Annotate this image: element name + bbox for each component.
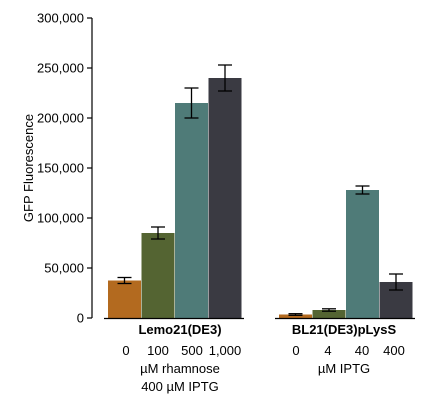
- category-label: 4: [324, 343, 331, 358]
- category-label: 100: [147, 343, 169, 358]
- y-tick-label: 250,000: [37, 61, 84, 76]
- y-axis-label: GFP Fluorescence: [21, 114, 36, 222]
- y-tick-label: 200,000: [37, 111, 84, 126]
- category-label: 500: [181, 343, 203, 358]
- y-tick-label: 100,000: [37, 211, 84, 226]
- bar: [312, 310, 346, 318]
- y-tick-label: 0: [77, 311, 84, 326]
- y-tick-label: 300,000: [37, 11, 84, 26]
- category-label: 1,000: [209, 343, 242, 358]
- y-axis: 0 50,000 100,000 150,000 200,000 250,000 300,0…: [37, 11, 93, 326]
- y-tick-label: 50,000: [44, 261, 84, 276]
- bar: [141, 233, 175, 318]
- condition-label: 400 µM IPTG: [141, 379, 219, 394]
- group-label: BL21(DE3)pLysS: [292, 322, 397, 337]
- group-label: Lemo21(DE3): [138, 322, 221, 337]
- category-label: 40: [355, 343, 369, 358]
- bar: [108, 280, 141, 318]
- category-label: 400: [383, 343, 405, 358]
- category-label: 0: [292, 343, 299, 358]
- y-tick-label: 150,000: [37, 161, 84, 176]
- bar: [279, 314, 312, 318]
- bar: [208, 78, 242, 318]
- bar: [175, 103, 208, 318]
- condition-label: µM IPTG: [318, 361, 370, 376]
- bars: [104, 64, 415, 320]
- bar: [346, 190, 379, 318]
- condition-label: µM rhamnose: [140, 361, 220, 376]
- category-label: 0: [122, 343, 129, 358]
